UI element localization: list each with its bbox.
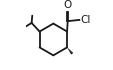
- Text: O: O: [63, 0, 71, 10]
- Text: Cl: Cl: [79, 15, 89, 25]
